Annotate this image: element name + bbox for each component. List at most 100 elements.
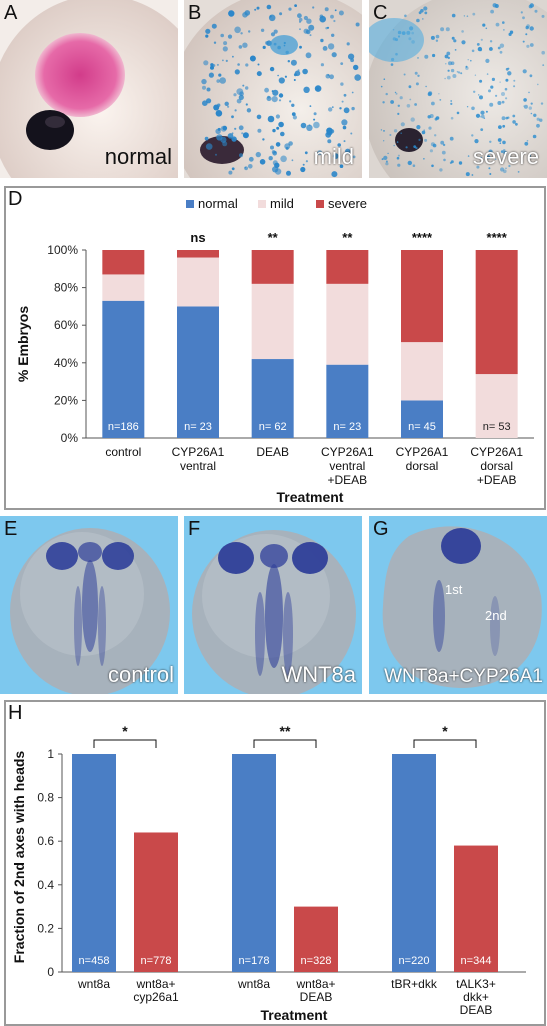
stain-spot [340, 62, 344, 65]
stain-spot [222, 46, 228, 52]
y-tick-label: 80% [54, 281, 78, 295]
stain-spot [473, 90, 476, 94]
stain-spot [508, 164, 511, 168]
stain-spot [528, 154, 531, 157]
n-label: n= 62 [259, 421, 287, 433]
stain-spot [500, 167, 505, 172]
significance-bracket [253, 739, 317, 748]
stain-spot [495, 22, 500, 27]
n-label: n=328 [301, 955, 332, 967]
stain-spot [429, 149, 433, 153]
stain-spot [480, 110, 485, 115]
stain-spot [289, 100, 292, 103]
category-label: CYP26A1 [470, 445, 523, 459]
y-tick-label: 0% [61, 431, 79, 445]
stain-spot [262, 45, 266, 50]
stain-spot [213, 104, 220, 111]
stain-spot [288, 141, 293, 146]
stain-spot [503, 29, 505, 31]
bar-severe [102, 250, 145, 275]
stain-region [46, 542, 78, 570]
stain-spot [242, 84, 245, 87]
stain-spot [452, 74, 457, 78]
stain-spot [460, 72, 463, 75]
panel-label-f: F [188, 518, 201, 540]
stain-spot [403, 73, 406, 76]
stain-spot [435, 34, 440, 39]
stain-spot [478, 94, 480, 96]
stain-spot [466, 15, 469, 17]
stain-spot [502, 140, 506, 145]
category-label: tALK3+ [456, 977, 496, 991]
stain-spot [303, 15, 308, 21]
stain-spot [471, 49, 475, 53]
category-label: DEAB [256, 445, 289, 459]
stain-spot [292, 115, 297, 120]
category-label: cyp26a1 [133, 990, 179, 1004]
stain-spot [489, 47, 493, 51]
stain-spot [512, 114, 516, 118]
stain-spot [453, 39, 457, 43]
stain-spot [306, 124, 313, 131]
stain-spot [536, 123, 540, 128]
stain-spot [522, 16, 525, 20]
stain-spot [406, 104, 411, 108]
stain-spot [417, 74, 420, 78]
stain-spot [444, 54, 449, 59]
panel-h-chart: 0 0.2 0.4 0.6 0.8 1 Fraction of 2nd axes with … [4, 700, 546, 1026]
stain-spot [269, 66, 275, 72]
stain-spot [489, 173, 492, 175]
category-label: DEAB [460, 1003, 493, 1017]
stain-spot [343, 93, 347, 97]
stain-spot [461, 30, 464, 33]
stain-spot [201, 78, 207, 85]
bar-severe [177, 250, 219, 258]
category-label: wnt8a [237, 977, 270, 991]
stain-spot [227, 133, 234, 139]
stain-spot [274, 168, 282, 175]
stain-spot [502, 124, 506, 128]
stain-spot [338, 10, 344, 16]
category-label: CYP26A1 [321, 445, 374, 459]
stain-spot [479, 116, 482, 118]
stain-spot [234, 26, 241, 34]
stain-spot [333, 19, 336, 23]
stain-spot [249, 55, 256, 62]
axis-label-second: 2nd [485, 608, 507, 623]
stain-spot [447, 69, 450, 72]
stain-spot [266, 4, 272, 10]
panel-label-a: A [4, 2, 18, 24]
category-label: +DEAB [477, 473, 517, 487]
stain-spot [242, 42, 248, 48]
stain-spot [213, 41, 217, 44]
stain-region [98, 586, 106, 666]
stain-spot [241, 132, 244, 135]
stain-spot [380, 129, 383, 131]
stain-spot [479, 95, 483, 100]
embryo-wnt8a-image [192, 530, 356, 694]
stain-spot [525, 25, 529, 30]
stain-spot [505, 97, 508, 100]
stain-spot [342, 125, 347, 130]
stain-spot [523, 104, 528, 109]
stain-spot [280, 155, 287, 163]
stain-spot [313, 121, 320, 129]
stain-spot [383, 155, 388, 160]
stain-spot [278, 93, 284, 98]
stain-spot [385, 162, 389, 166]
stain-region [260, 544, 288, 568]
panel-e-photo: E control [0, 516, 178, 694]
category-label: control [105, 445, 141, 459]
stain-spot [385, 92, 388, 96]
y-tick-label: 0 [47, 965, 54, 979]
stain-cluster [270, 35, 298, 55]
stain-spot [435, 39, 439, 42]
stain-spot [434, 134, 437, 137]
stain-spot [529, 43, 534, 47]
stain-spot [382, 101, 385, 104]
stain-spot [300, 122, 307, 129]
panel-label-e: E [4, 518, 18, 540]
stain-spot [498, 125, 502, 129]
stain-spot [284, 75, 287, 78]
legend-swatch [258, 200, 266, 208]
